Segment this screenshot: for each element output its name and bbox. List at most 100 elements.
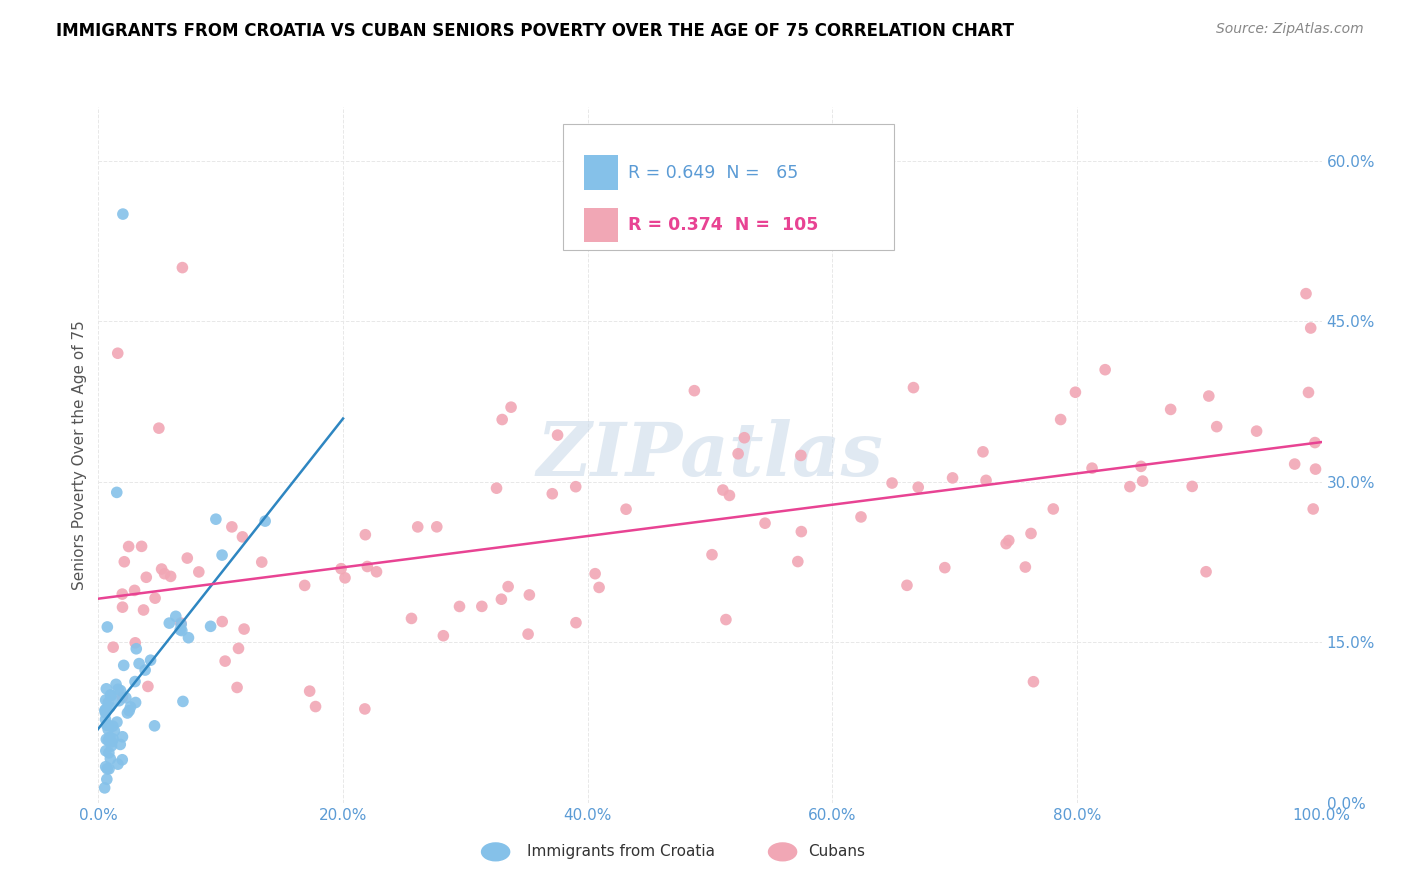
Point [157,616,180,631]
Point [714,613,737,627]
Point [304,699,326,714]
Point [849,510,872,524]
Point [1295,286,1317,301]
Point [97,733,120,747]
Y-axis label: Seniors Poverty Over the Age of 75: Seniors Poverty Over the Age of 75 [72,320,87,590]
Point [120,700,142,714]
Point [124,696,146,710]
Point [565,615,588,630]
Point [1094,362,1116,376]
Point [107,346,129,360]
Text: Source: ZipAtlas.com: Source: ZipAtlas.com [1216,22,1364,37]
Point [100,688,122,702]
Point [214,654,236,668]
Point [547,428,569,442]
Point [997,533,1019,548]
Point [96,762,118,776]
Point [97,718,120,732]
Point [974,474,997,488]
Point [250,555,273,569]
Point [94,706,117,720]
Text: R = 0.374  N =  105: R = 0.374 N = 105 [628,216,818,234]
Point [790,524,813,539]
Point [94,744,117,758]
Point [100,689,122,703]
Point [1195,565,1218,579]
Point [254,514,277,528]
Point [1130,459,1153,474]
Point [117,540,139,554]
Point [165,609,187,624]
Point [491,412,513,426]
Point [1198,389,1220,403]
Point [112,555,135,569]
Point [1181,479,1204,493]
Point [718,488,741,502]
Point [94,703,117,717]
Point [111,690,134,704]
Point [366,565,388,579]
Point [94,713,117,727]
Point [111,600,134,615]
Point [499,400,522,414]
Point [1049,412,1071,426]
Point [101,735,124,749]
Point [356,559,378,574]
Point [401,611,423,625]
Point [353,702,375,716]
Point [934,560,956,574]
Point [1246,424,1268,438]
Point [135,570,157,584]
Point [107,757,129,772]
Point [711,483,734,497]
Point [432,629,454,643]
Point [683,384,706,398]
Point [100,739,122,753]
Point [1064,385,1087,400]
Point [105,677,128,691]
Point [94,703,117,717]
Point [96,620,118,634]
Point [132,603,155,617]
Point [96,732,118,747]
Point [105,485,128,500]
Point [96,772,118,787]
Point [588,581,610,595]
Point [97,723,120,737]
Point [330,562,353,576]
Point [907,480,929,494]
Point [1299,321,1322,335]
Point [153,566,176,581]
Point [111,207,134,221]
Point [1014,560,1036,574]
Point [115,690,138,705]
Point [972,445,994,459]
Point [159,569,181,583]
Point [406,520,429,534]
Point [1019,526,1042,541]
Point [231,530,253,544]
Point [491,592,513,607]
Point [110,738,132,752]
Point [211,548,233,562]
Point [172,260,194,275]
Point [124,583,146,598]
Text: R = 0.649  N =   65: R = 0.649 N = 65 [628,164,799,182]
Point [880,476,903,491]
Point [131,540,153,554]
Point [614,502,637,516]
Point [226,681,249,695]
Point [1302,502,1324,516]
Point [426,520,449,534]
Point [169,623,191,637]
Point [98,752,121,766]
Point [170,615,193,630]
Point [101,719,124,733]
Point [896,578,918,592]
Point [148,421,170,435]
Point [727,447,749,461]
Point [96,703,118,717]
Text: Cubans: Cubans [808,845,865,859]
Point [98,731,121,745]
Point [170,624,193,638]
